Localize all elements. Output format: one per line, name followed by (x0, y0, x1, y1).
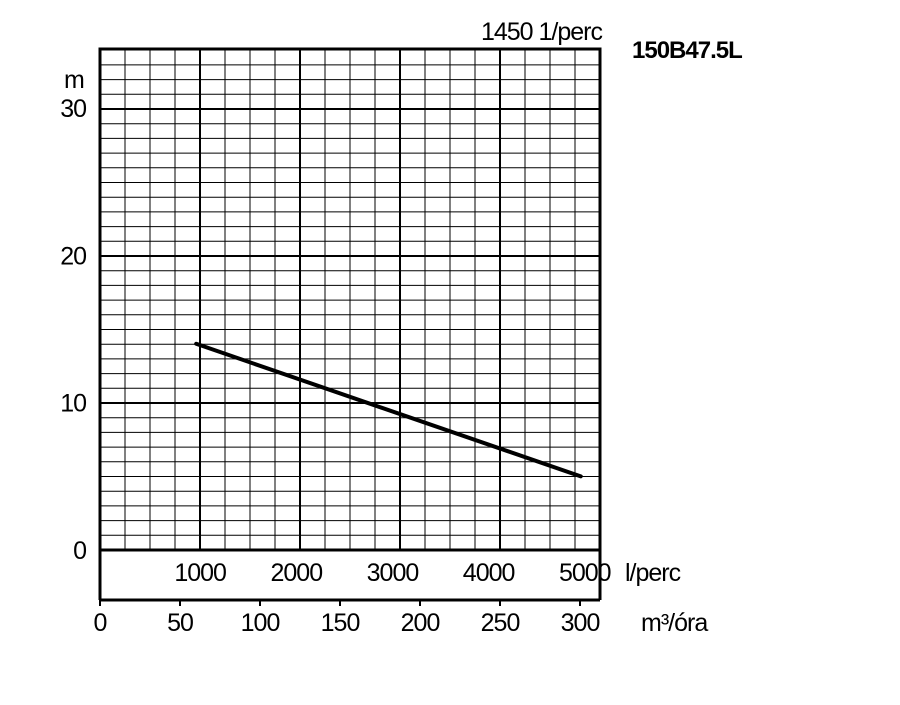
chart-title: 1450 1/perc (481, 18, 603, 46)
x-flow-tick-label: 4000 (463, 559, 515, 587)
tick-labels: 0 10 20 30 1000 2000 3000 4000 5000 0 50 100 150 200 2… (60, 95, 611, 637)
x-volume-tick-label: 250 (481, 609, 520, 637)
curve-layer (194, 341, 583, 479)
x-flow-unit-label: l/perc (625, 559, 681, 587)
y-tick-label: 30 (60, 95, 86, 123)
y-tick-label: 20 (60, 242, 86, 270)
x-flow-tick-label: 1000 (174, 559, 226, 587)
frame (98, 47, 602, 606)
grid (100, 49, 600, 550)
plot-border (98, 47, 602, 552)
x-volume-tick-label: 100 (241, 609, 280, 637)
y-tick-label: 0 (73, 537, 86, 565)
x-volume-tick-label: 0 (94, 609, 107, 637)
x-flow-tick-label: 3000 (367, 559, 419, 587)
labels: 1450 1/perc 150B47.5L m l/perc m³/óra (64, 18, 743, 637)
x-volume-unit-label: m³/óra (641, 609, 708, 637)
y-tick-label: 10 (60, 390, 86, 418)
x-volume-tick-label: 300 (561, 609, 600, 637)
x-flow-tick-label: 5000 (559, 559, 611, 587)
x-volume-tick-label: 200 (401, 609, 440, 637)
pump-curve-line (194, 341, 583, 479)
x-volume-tick-label: 150 (321, 609, 360, 637)
x-volume-tick-label: 50 (167, 609, 193, 637)
pump-model-label: 150B47.5L (632, 37, 742, 64)
y-axis-label: m (64, 66, 84, 94)
x-flow-tick-label: 2000 (270, 559, 322, 587)
